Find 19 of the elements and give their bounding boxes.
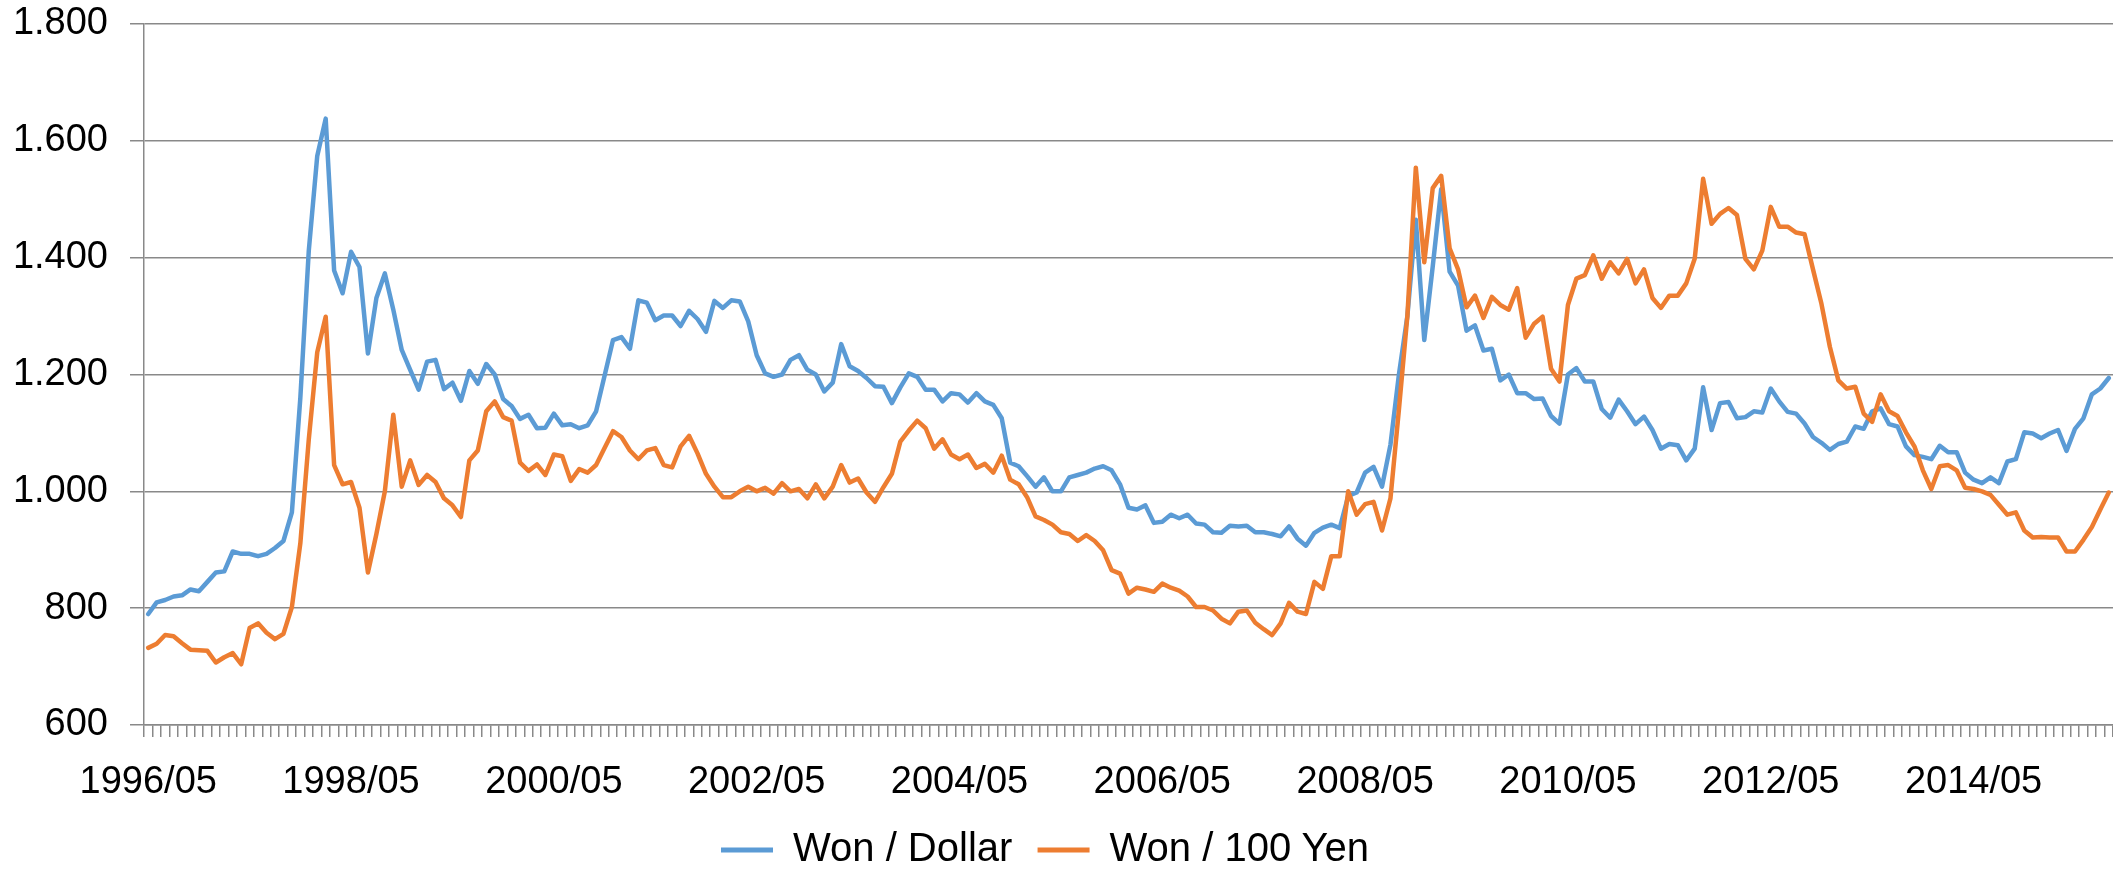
y-tick-label: 1.000 — [12, 467, 108, 510]
legend-label: Won / Dollar — [793, 825, 1035, 870]
y-tick-label: 800 — [44, 584, 108, 627]
x-tick-label: 2014/05 — [1904, 759, 2043, 802]
y-tick-label: 1.800 — [12, 0, 108, 43]
x-tick-label: 2012/05 — [1702, 759, 1840, 802]
y-tick-label: 1.400 — [12, 234, 108, 277]
y-tick-label: 1.600 — [12, 117, 108, 160]
y-tick-label: 600 — [44, 701, 108, 744]
y-tick-label: 1.200 — [12, 350, 108, 393]
legend-label: Won / 100 Yen — [1109, 825, 1392, 870]
x-tick-label: 2004/05 — [890, 759, 1029, 802]
x-tick-label: 2006/05 — [1093, 759, 1231, 802]
x-tick-label: 2008/05 — [1296, 759, 1434, 802]
x-tick-label: 2000/05 — [485, 759, 623, 802]
x-tick-label: 2010/05 — [1499, 759, 1637, 802]
x-tick-label: 1998/05 — [282, 759, 420, 802]
x-tick-label: 2002/05 — [687, 759, 826, 802]
x-tick-label: 1996/05 — [79, 759, 217, 802]
